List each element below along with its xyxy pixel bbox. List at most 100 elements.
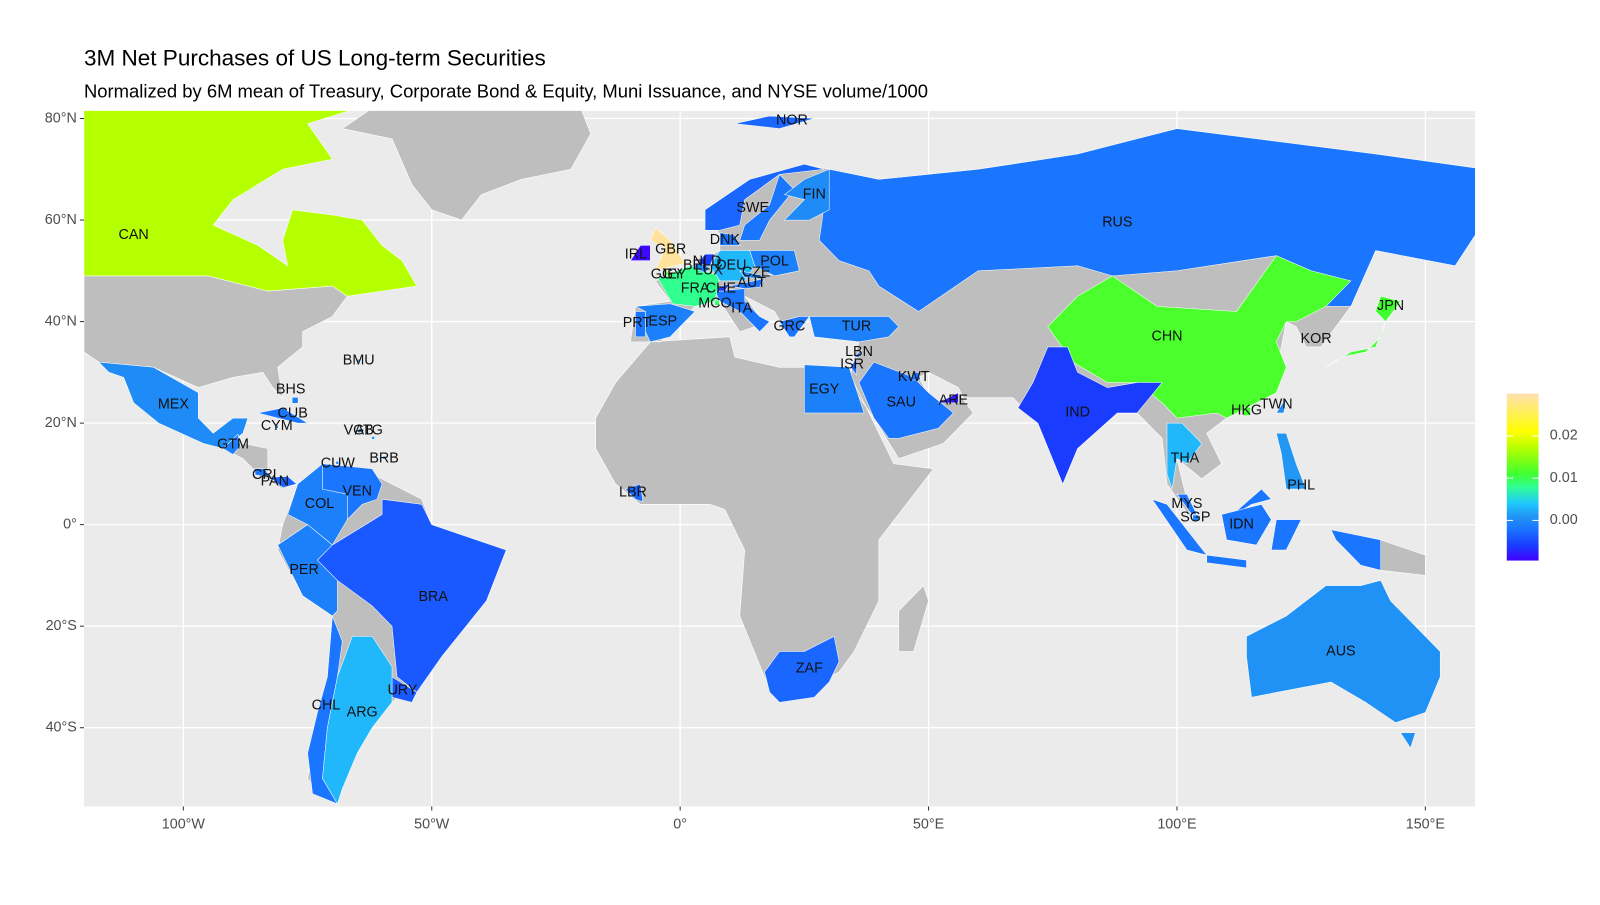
colorbar (1506, 393, 1539, 561)
country-label: THA (1171, 450, 1200, 466)
country-label: PAN (261, 473, 289, 489)
country-label: TWN (1260, 397, 1293, 413)
country-label: SGP (1180, 509, 1210, 525)
country (1166, 422, 1203, 490)
country (624, 483, 644, 503)
country (853, 348, 863, 358)
country-label: CUB (278, 406, 308, 422)
country-label: ZAF (796, 661, 823, 677)
country-label: ISR (840, 357, 864, 373)
country-label: GBR (655, 241, 686, 257)
country (850, 356, 857, 376)
chart-subtitle: Normalized by 6M mean of Treasury, Corpo… (84, 80, 928, 101)
country-label: AUS (1326, 643, 1355, 659)
country-label: LBN (845, 344, 873, 360)
country-label: CUW (321, 456, 356, 472)
country (357, 429, 361, 433)
country (804, 364, 865, 414)
country (650, 227, 686, 272)
country-label: COL (305, 496, 334, 512)
country (274, 424, 279, 429)
x-tick-label: 100°W (162, 817, 206, 833)
country (269, 476, 298, 488)
country-label: IND (1065, 405, 1090, 421)
country (1246, 580, 1441, 749)
country (356, 358, 360, 363)
country-label: FIN (803, 186, 826, 202)
country-label: CYM (261, 418, 293, 434)
country-label: AUT (737, 275, 766, 291)
country (707, 269, 713, 274)
country-label: DNK (710, 232, 741, 248)
country-label: BHS (276, 381, 305, 397)
y-tick-label: 20°N (45, 415, 77, 431)
country (98, 361, 249, 449)
country (635, 311, 646, 338)
country (858, 361, 954, 439)
x-tick-label: 0° (673, 817, 687, 833)
country (1275, 432, 1307, 490)
country (764, 635, 840, 703)
x-tick-label: 50°E (913, 817, 944, 833)
country-label: LUX (695, 263, 723, 279)
country-label: CAN (119, 227, 149, 243)
country-label: DEU (716, 258, 746, 274)
country (818, 128, 1476, 312)
country-label: CHN (1151, 329, 1182, 345)
country (630, 245, 651, 261)
country (657, 265, 721, 307)
y-tick-label: 80°N (45, 110, 77, 126)
country-label: NOR (776, 112, 808, 128)
country-label: HKG (1231, 403, 1262, 419)
y-tick-label: 40°S (46, 719, 77, 735)
country-label: IDN (1229, 516, 1254, 532)
country-label: GTM (217, 437, 249, 453)
country-label: NLD (693, 253, 722, 269)
country-label: VEN (342, 483, 371, 499)
country-label: POL (760, 253, 789, 269)
country-label: LBR (619, 484, 647, 500)
country (667, 272, 673, 278)
y-tick-label: 40°N (45, 313, 77, 329)
country-label: CHE (706, 280, 736, 296)
country (783, 168, 830, 221)
colorbar-label: 0.01 (1550, 470, 1578, 486)
country-label: ESP (648, 313, 677, 329)
country (322, 636, 393, 805)
country-label: BRA (419, 589, 449, 605)
country (714, 288, 771, 333)
country (382, 455, 386, 460)
country-label: CZE (742, 265, 771, 281)
x-tick-label: 50°W (414, 817, 450, 833)
country (938, 392, 959, 404)
country (739, 270, 775, 279)
country-label: TUR (842, 318, 871, 334)
country-label: SWE (736, 200, 769, 216)
country-label: RUS (1102, 214, 1132, 230)
country (1242, 407, 1251, 416)
country-label: BRB (369, 450, 398, 466)
country (910, 372, 921, 381)
country (83, 110, 418, 297)
country (1192, 514, 1200, 522)
country (291, 396, 299, 404)
country (1325, 295, 1401, 368)
country-label: BMU (343, 352, 375, 368)
country-label: GGY (651, 267, 683, 283)
country (808, 316, 900, 343)
country-label: PHL (1287, 477, 1315, 493)
y-tick-label: 0° (63, 516, 77, 532)
country-label: URY (387, 682, 417, 698)
country-label: ATG (354, 423, 382, 439)
country (704, 115, 825, 231)
country-label: MYS (1171, 496, 1202, 512)
country-label: ARG (347, 704, 378, 720)
country-label: ARE (939, 393, 968, 409)
country (317, 498, 507, 693)
y-tick-label: 60°N (45, 212, 77, 228)
country (371, 436, 375, 440)
country (749, 250, 800, 277)
country (719, 232, 741, 246)
country-label: CRI (252, 467, 277, 483)
country-label: BEL (683, 258, 710, 274)
